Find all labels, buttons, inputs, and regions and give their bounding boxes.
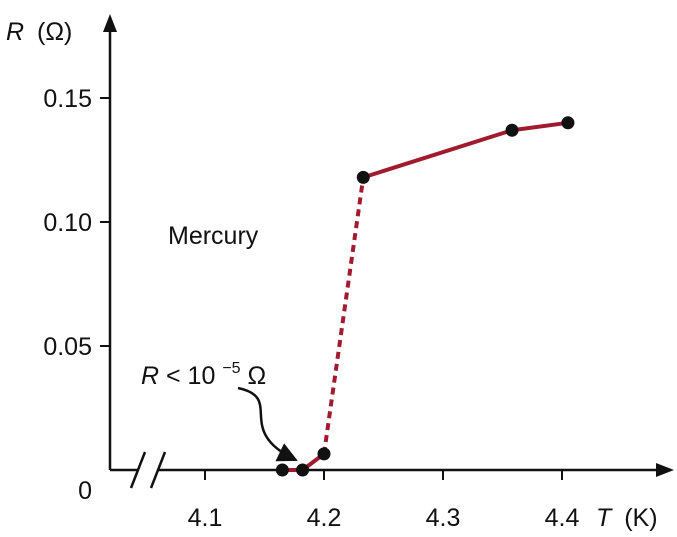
annotation-resistance-bound: R < 10 −5 Ω xyxy=(141,351,266,390)
y-tick-label: 0.15 xyxy=(43,85,92,113)
y-tick-label: 0.05 xyxy=(43,333,92,361)
x-tick-label: 4.4 xyxy=(545,504,580,532)
x-tick-label: 4.3 xyxy=(426,504,461,532)
y-tick-label: 0.10 xyxy=(43,209,92,237)
data-point xyxy=(356,170,370,184)
data-point xyxy=(505,123,519,137)
y-ticks: 0.05 0.10 0.15 xyxy=(43,85,110,361)
annotation-mercury: Mercury xyxy=(168,222,259,250)
series-lines xyxy=(282,120,569,472)
annotation-symbol: R xyxy=(141,362,159,390)
data-point xyxy=(296,463,310,477)
x-tick-label: 4.2 xyxy=(307,504,342,532)
x-axis-arrowhead xyxy=(656,463,674,477)
axes xyxy=(103,14,674,489)
y-axis-label: R (Ω) xyxy=(6,18,72,46)
data-point xyxy=(561,116,575,130)
x-axis-symbol: T xyxy=(596,504,613,532)
annotation-arrow xyxy=(237,386,298,462)
data-point xyxy=(317,447,331,461)
x-axis-label: T (K) xyxy=(596,504,658,532)
x-ticks: 4.1 4.2 4.3 4.4 xyxy=(188,470,580,532)
y-zero-label: 0 xyxy=(78,477,92,505)
series-segment-dashed xyxy=(322,177,366,455)
axis-break-mark-1 xyxy=(129,451,147,489)
y-axis-symbol: R xyxy=(6,18,24,46)
series-segment xyxy=(511,120,569,133)
series-segment xyxy=(362,128,513,180)
y-axis-arrowhead xyxy=(103,14,117,32)
series-points xyxy=(275,116,575,477)
x-tick-label: 4.1 xyxy=(188,504,223,532)
annotation-exponent: −5 xyxy=(222,360,240,377)
annotation-middle: < 10 xyxy=(166,362,215,390)
data-point xyxy=(275,463,289,477)
axis-break-mark-2 xyxy=(149,451,167,489)
annotation-suffix: Ω xyxy=(248,362,267,390)
x-axis-unit: (K) xyxy=(624,504,657,532)
y-axis-unit: (Ω) xyxy=(37,18,72,46)
